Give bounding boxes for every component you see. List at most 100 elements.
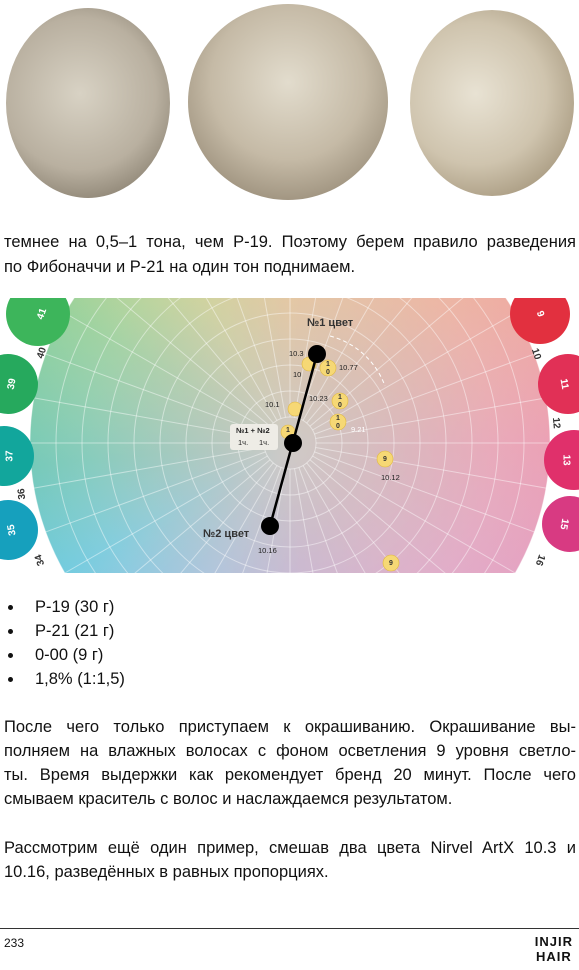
wheel-spoke xyxy=(314,451,535,533)
shade-label: 10.1 xyxy=(265,400,280,409)
circle-label: 11 xyxy=(558,378,571,391)
wheel-spoke xyxy=(315,397,547,439)
hair-photo xyxy=(188,4,388,200)
footer-rule xyxy=(0,928,579,929)
logo-line: INJIR xyxy=(534,934,573,949)
wheel-spoke xyxy=(294,468,314,573)
shade-label: 10.16 xyxy=(258,546,277,555)
wheel-spoke xyxy=(33,397,265,439)
wheel-spoke xyxy=(266,468,286,573)
circle-label: 35 xyxy=(6,523,19,536)
shade-label: 10 xyxy=(293,370,301,379)
wheel-spoke xyxy=(242,467,282,573)
wheel-ring xyxy=(55,298,525,573)
wheel-spoke xyxy=(314,353,535,435)
outer-number: 36 xyxy=(16,488,28,500)
bullet-text: Р-21 (21 г) xyxy=(35,622,115,640)
circle-label: 41 xyxy=(35,307,49,322)
mix-point xyxy=(284,434,302,452)
color-wheel: 41 39 37 35 9 11 13 15 40 36 34 10 xyxy=(0,298,579,573)
shade-label: 10.12 xyxy=(381,473,400,482)
wheel-spoke xyxy=(298,467,338,573)
wheel-spoke xyxy=(180,462,274,573)
text-line: полняем на влажных волосах с фоном освет… xyxy=(4,742,576,760)
wheel-ring xyxy=(81,298,499,573)
wheel-spoke xyxy=(302,298,375,421)
wheel-spoke xyxy=(116,298,271,427)
wheel-spoke xyxy=(294,298,317,418)
logo: INJIR HAIR xyxy=(535,934,573,964)
outer-circle xyxy=(0,500,38,560)
shade-dot xyxy=(329,413,347,431)
wheel-spoke xyxy=(167,298,274,424)
dot-label: 1 xyxy=(286,427,290,434)
shade-label: 10.3 xyxy=(289,349,304,358)
wheel-spoke xyxy=(236,298,282,419)
outer-circle xyxy=(0,354,38,414)
wheel-ring xyxy=(133,298,447,573)
text-line: смываем краситель с волос и наслаждаемся… xyxy=(4,790,453,808)
text-line: ты. Время выдержки как рекомендует бренд… xyxy=(4,766,576,784)
hair-photo xyxy=(410,10,574,196)
dot-label: 1 xyxy=(326,361,330,368)
bullet-text: 1,8% (1:1,5) xyxy=(35,670,125,688)
shade-label: 10.77 xyxy=(339,363,358,372)
wheel-spoke xyxy=(306,298,413,424)
wheel-spoke xyxy=(33,447,265,489)
color1-point xyxy=(308,345,326,363)
circle-label: 9 xyxy=(534,310,546,319)
outer-circle xyxy=(6,298,70,346)
color1-label: №1 цвет xyxy=(307,317,354,329)
wheel-spoke xyxy=(298,298,344,419)
wheel-spoke xyxy=(309,459,446,573)
wheel-spoke xyxy=(64,455,268,573)
outer-number: 40 xyxy=(35,346,49,360)
shade-dot xyxy=(382,554,400,572)
dot-label: 1 xyxy=(338,394,342,401)
text-line: темнее на 0,5–1 тона, чем Р-19. Поэтому … xyxy=(4,233,576,251)
shade-dot xyxy=(376,450,394,468)
bullet-text: 0-00 (9 г) xyxy=(35,646,104,664)
dot-label: 9 xyxy=(383,456,387,463)
outer-circle xyxy=(544,430,579,490)
circle-label: 13 xyxy=(560,454,571,466)
bullet-text: Р-19 (30 г) xyxy=(35,598,115,616)
mix-part: 1ч. xyxy=(259,438,269,447)
outer-circle xyxy=(538,354,579,414)
outer-number: 12 xyxy=(550,417,562,429)
color2-point xyxy=(261,517,279,535)
text-line: После чего только приступаем к окрашиван… xyxy=(4,718,576,736)
wheel-ring xyxy=(185,338,395,548)
color2-label: №2 цвет xyxy=(203,528,250,540)
wheel-ring xyxy=(211,364,369,522)
wheel-ring xyxy=(107,298,473,573)
wheel-spoke xyxy=(205,298,278,421)
logo-line: HAIR xyxy=(535,949,572,964)
outer-number: 10 xyxy=(529,347,543,361)
wheel-spoke xyxy=(214,465,278,573)
dot-label: 0 xyxy=(326,369,330,376)
shade-dot xyxy=(331,392,349,410)
wheel-spoke xyxy=(134,459,271,573)
dashed-arc xyxy=(329,335,386,387)
dot-label: 0 xyxy=(336,423,340,430)
shade-label: 9.21 xyxy=(351,425,366,434)
wheel-spoke xyxy=(315,447,547,489)
text-line: по Фибоначчи и Р-21 на один тон поднимае… xyxy=(4,258,356,276)
text-line: 10.16, разведённых в равных пропорциях. xyxy=(4,863,329,881)
dot-label: 0 xyxy=(338,402,342,409)
shade-label: 10.23 xyxy=(309,394,328,403)
dot-label: 9 xyxy=(389,560,393,567)
mix-box xyxy=(230,424,278,450)
wheel-spoke xyxy=(263,298,286,418)
mix-label: №1 + №2 xyxy=(236,426,270,435)
wheel-overlay: 41 39 37 35 9 11 13 15 40 36 34 10 xyxy=(0,298,579,573)
mix-part: 1ч. xyxy=(238,438,248,447)
wheel-spoke xyxy=(312,312,516,431)
wheel-spoke xyxy=(45,451,266,533)
wheel-spoke xyxy=(302,465,366,573)
circle-label: 39 xyxy=(6,377,19,390)
outer-circle xyxy=(510,298,570,344)
outer-number: 16 xyxy=(533,553,547,568)
